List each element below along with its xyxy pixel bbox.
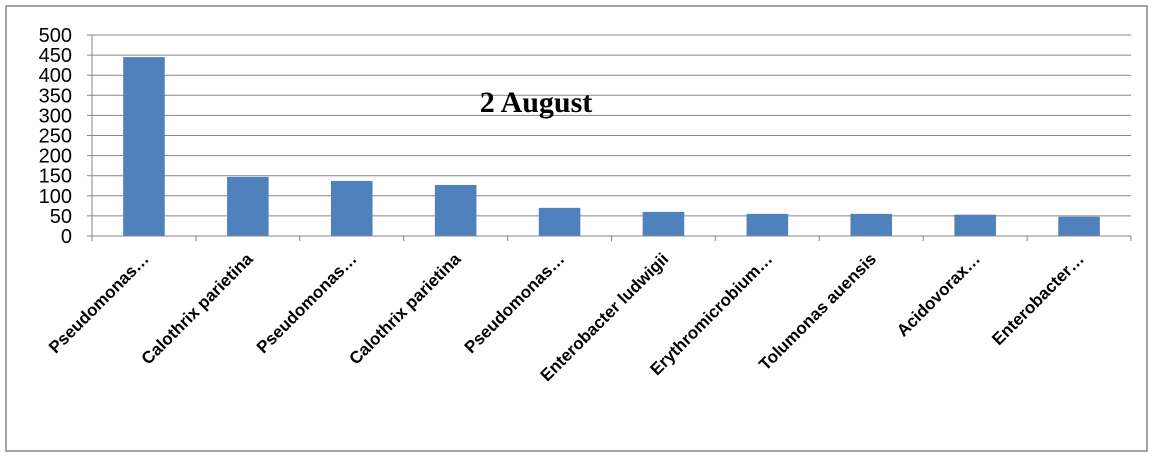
bars: [123, 57, 1100, 236]
y-tick-label: 100: [39, 186, 72, 208]
bar: [330, 180, 373, 236]
axes: [91, 35, 1132, 241]
y-tick-label: 0: [61, 226, 72, 248]
y-tick-label: 500: [39, 25, 72, 47]
bar: [642, 211, 685, 236]
y-tick-label: 50: [50, 206, 72, 228]
bar: [434, 184, 477, 236]
y-tick-label: 300: [39, 105, 72, 127]
bar: [538, 207, 581, 236]
chart-title: 2 August: [480, 86, 593, 119]
y-tick-label: 200: [39, 146, 72, 168]
bar: [227, 176, 269, 236]
bar: [850, 213, 893, 236]
bar: [746, 213, 789, 236]
y-tick-label: 400: [39, 65, 72, 87]
y-tick-label: 450: [39, 45, 72, 67]
bar: [1058, 216, 1100, 236]
y-tick-label: 150: [39, 166, 72, 188]
bar: [954, 214, 996, 236]
y-tick-label: 350: [39, 85, 72, 107]
y-tick-label: 250: [39, 126, 72, 148]
bar: [123, 57, 165, 236]
